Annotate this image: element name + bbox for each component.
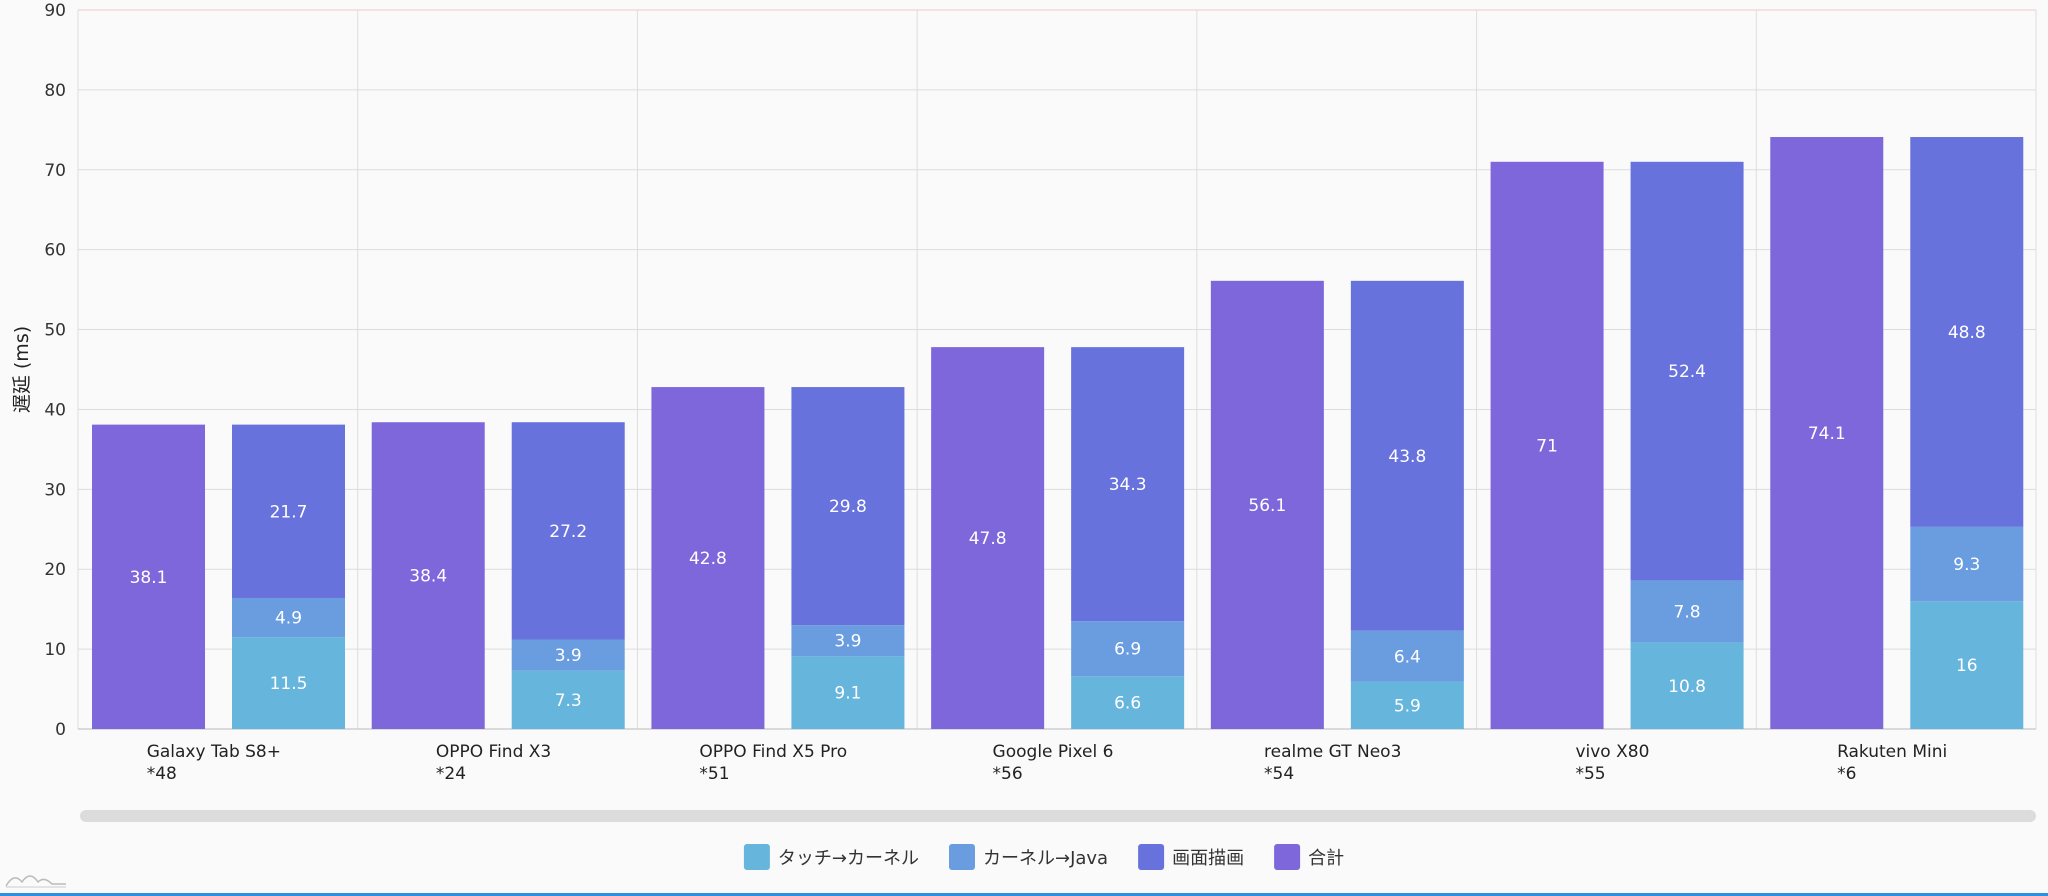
data-label-segment: 43.8: [1388, 447, 1426, 467]
y-tick-label: 30: [44, 480, 66, 500]
data-label-segment: 6.6: [1114, 694, 1141, 714]
bar-segment-2[interactable]: [1350, 280, 1464, 631]
data-label-segment: 3.9: [834, 632, 861, 652]
data-label-total: 71: [1536, 436, 1558, 456]
data-label-segment: 9.1: [834, 684, 861, 704]
bar-segment-0[interactable]: [1910, 601, 2024, 729]
x-category-label: realme GT Neo3: [1264, 742, 1401, 762]
data-label-segment: 27.2: [549, 522, 587, 542]
x-category-label: vivo X80: [1575, 742, 1649, 762]
bar-segment-1[interactable]: [791, 625, 905, 657]
y-tick-label: 20: [44, 560, 66, 580]
bar-segment-1[interactable]: [511, 639, 625, 671]
data-label-total: 74.1: [1808, 424, 1846, 444]
bar-total[interactable]: [92, 424, 205, 729]
bar-segment-1[interactable]: [232, 597, 345, 638]
bar-total[interactable]: [1770, 137, 1884, 730]
bar-total[interactable]: [1210, 280, 1324, 729]
data-label-segment: 5.9: [1394, 696, 1421, 716]
bar-total[interactable]: [371, 422, 485, 729]
bar-segment-1[interactable]: [1910, 526, 2024, 602]
legend-swatch[interactable]: [743, 844, 770, 870]
data-label-segment: 10.8: [1668, 677, 1706, 697]
bar-segment-2[interactable]: [511, 422, 625, 640]
data-label-segment: 7.3: [555, 691, 582, 711]
chart-scrollbar[interactable]: [80, 810, 2036, 822]
x-category-label: OPPO Find X3: [436, 742, 551, 762]
data-label-total: 42.8: [689, 549, 727, 569]
data-label-segment: 9.3: [1953, 555, 1980, 575]
data-label-segment: 48.8: [1948, 323, 1986, 343]
data-label-total: 56.1: [1248, 496, 1286, 516]
legend-label[interactable]: タッチ→カーネル: [778, 848, 919, 869]
bottom-accent-line: [0, 893, 2048, 896]
x-category-label: Google Pixel 6: [993, 742, 1114, 762]
data-label-segment: 7.8: [1674, 603, 1701, 623]
bar-total[interactable]: [931, 347, 1045, 729]
bar-segment-2[interactable]: [1630, 161, 1744, 581]
data-label-total: 47.8: [969, 529, 1007, 549]
x-category-sublabel: *55: [1575, 764, 1605, 784]
bar-segment-1[interactable]: [1350, 630, 1464, 682]
x-category-label: Rakuten Mini: [1837, 742, 1947, 762]
x-category-sublabel: *51: [699, 764, 729, 784]
bar-segment-2[interactable]: [232, 424, 345, 598]
bar-segment-2[interactable]: [791, 387, 905, 626]
x-category-sublabel: *54: [1264, 764, 1294, 784]
bar-segment-0[interactable]: [511, 670, 625, 729]
bar-total[interactable]: [1490, 161, 1604, 730]
bar-segment-1[interactable]: [1071, 621, 1185, 677]
y-tick-label: 50: [44, 321, 66, 341]
bar-total[interactable]: [651, 387, 765, 729]
data-label-segment: 21.7: [270, 502, 308, 522]
x-category-sublabel: *6: [1837, 764, 1856, 784]
y-tick-label: 80: [44, 81, 66, 101]
bar-segment-0[interactable]: [791, 656, 905, 729]
y-tick-label: 70: [44, 161, 66, 181]
legend-label[interactable]: カーネル→Java: [983, 848, 1108, 869]
legend-swatch[interactable]: [1138, 844, 1165, 870]
y-axis-title: 遅延 (ms): [11, 326, 33, 413]
legend-label[interactable]: 合計: [1308, 848, 1344, 869]
x-category-sublabel: *24: [436, 764, 466, 784]
data-label-segment: 3.9: [555, 646, 582, 666]
y-tick-label: 40: [44, 400, 66, 420]
bar-segment-0[interactable]: [1630, 642, 1744, 729]
bar-segment-2[interactable]: [1071, 347, 1185, 622]
watermark-logo-icon: [5, 875, 66, 888]
data-label-segment: 52.4: [1668, 362, 1706, 382]
data-label-segment: 29.8: [829, 497, 867, 517]
data-label-segment: 34.3: [1109, 475, 1147, 495]
data-label-segment: 4.9: [275, 609, 302, 629]
data-label-segment: 16: [1956, 656, 1978, 676]
legend-label[interactable]: 画面描画: [1172, 848, 1244, 869]
bar-segment-1[interactable]: [1630, 580, 1744, 643]
bar-segment-0[interactable]: [1350, 681, 1464, 729]
bar-segment-0[interactable]: [1071, 676, 1185, 729]
x-category-sublabel: *56: [993, 764, 1023, 784]
bar-segment-0[interactable]: [232, 637, 345, 729]
data-label-segment: 11.5: [270, 674, 308, 694]
x-category-sublabel: *48: [147, 764, 177, 784]
data-label-total: 38.4: [409, 567, 447, 587]
x-category-label: OPPO Find X5 Pro: [699, 742, 847, 762]
x-category-label: Galaxy Tab S8+: [147, 742, 281, 762]
y-tick-label: 90: [44, 1, 66, 21]
data-label-total: 38.1: [130, 568, 168, 588]
legend-swatch[interactable]: [948, 844, 975, 870]
bar-segment-2[interactable]: [1910, 137, 2024, 527]
data-label-segment: 6.9: [1114, 640, 1141, 660]
data-label-segment: 6.4: [1394, 647, 1421, 667]
y-tick-label: 0: [55, 720, 66, 740]
legend-swatch[interactable]: [1274, 844, 1301, 870]
y-tick-label: 10: [44, 640, 66, 660]
y-tick-label: 60: [44, 241, 66, 261]
